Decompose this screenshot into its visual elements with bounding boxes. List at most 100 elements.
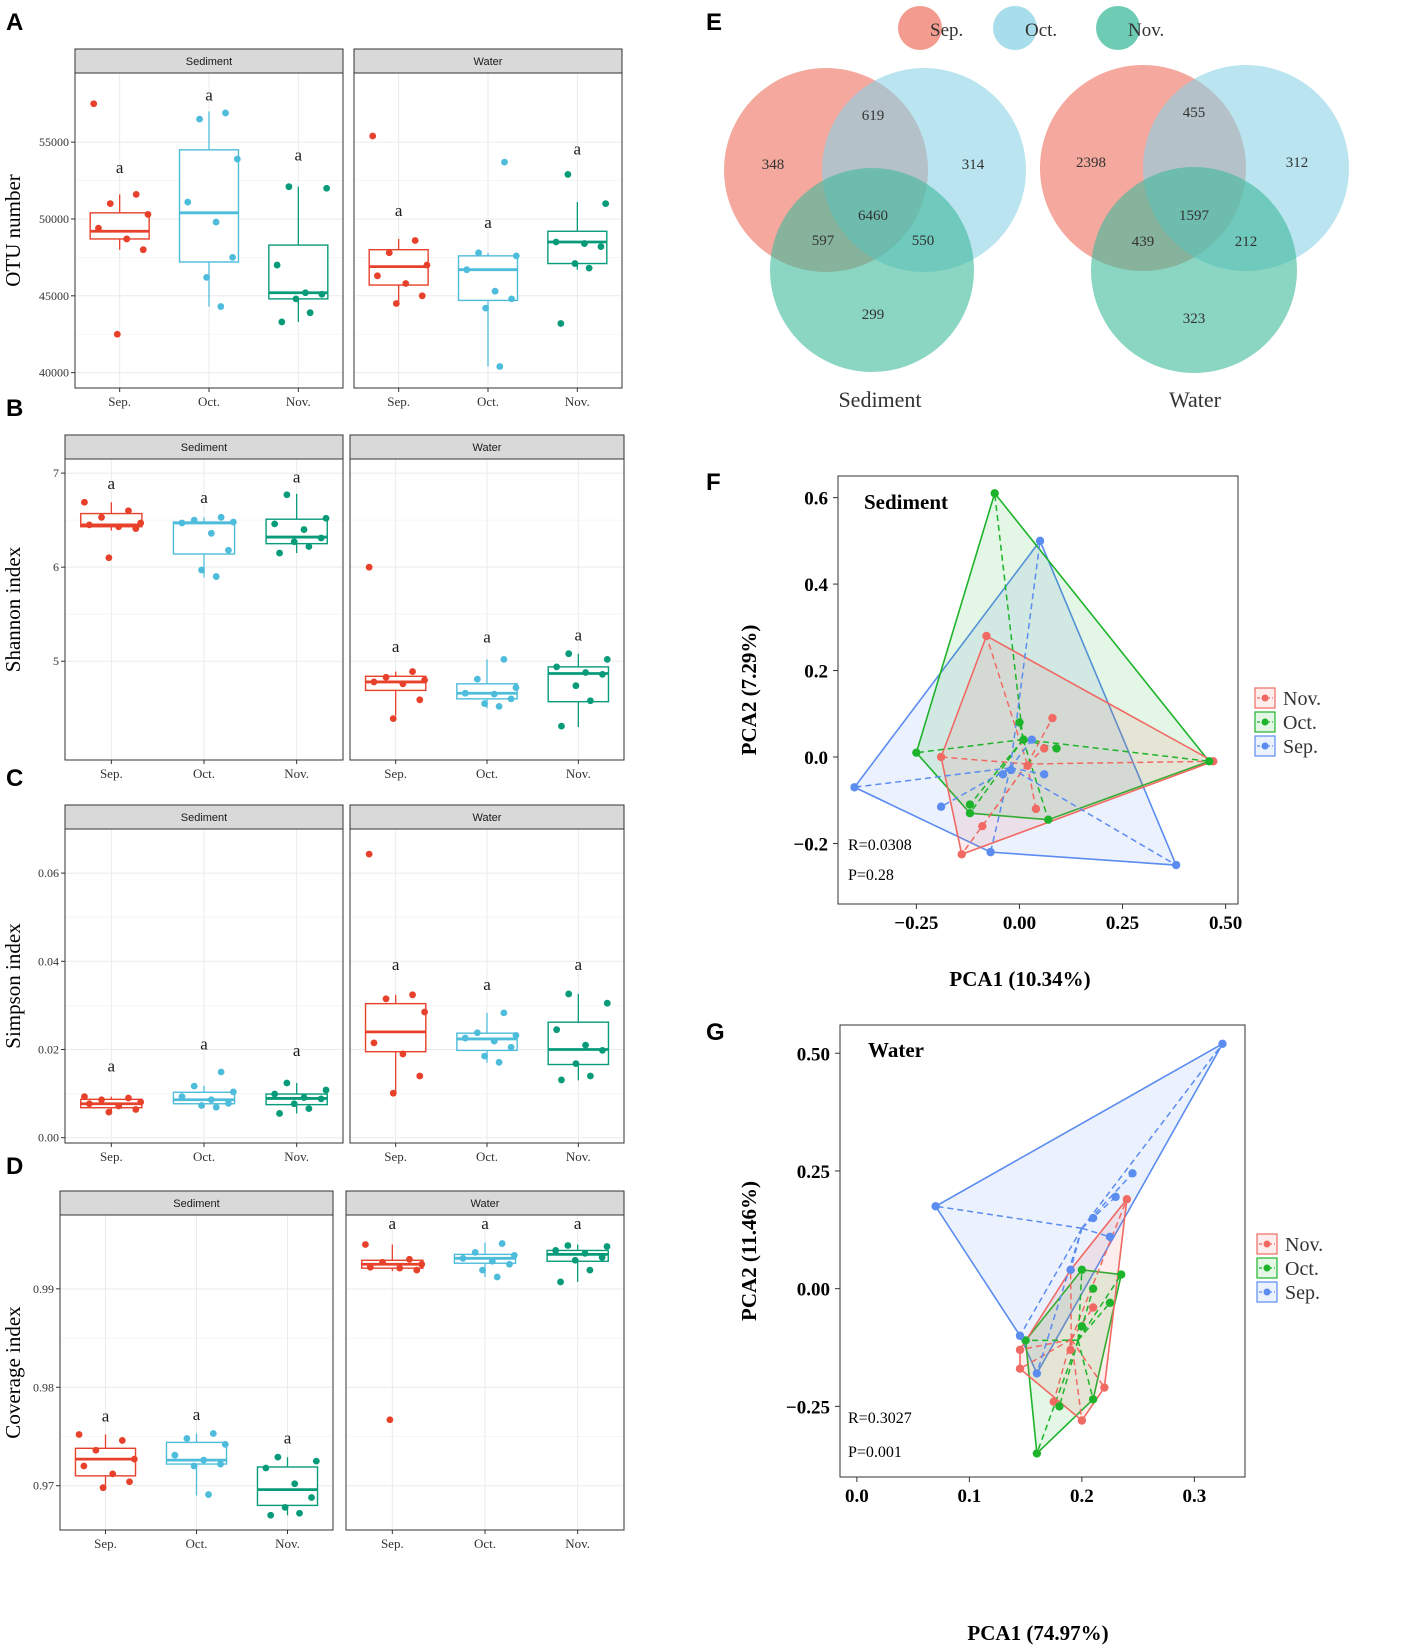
facet-frame [349, 828, 625, 1144]
data-point [473, 1029, 481, 1037]
data-point [582, 669, 589, 676]
data-point [178, 1093, 186, 1101]
facet-strip-label: Sediment [173, 1198, 219, 1210]
centroid-spoke [940, 767, 1011, 808]
data-point [365, 850, 373, 858]
data-point [586, 1072, 594, 1080]
data-point [565, 990, 573, 998]
data-point [105, 554, 113, 562]
venn-count-all: 6460 [858, 208, 888, 224]
data-point [512, 1031, 520, 1039]
y-tick-label: 7 [53, 466, 59, 480]
facet-strip [353, 48, 623, 74]
data-point [115, 523, 123, 531]
data-point [473, 675, 481, 683]
pca-point [936, 802, 946, 811]
data-point [207, 529, 215, 537]
pca-point [1039, 744, 1049, 753]
x-tick-label: Sep. [381, 1536, 404, 1551]
legend-key-point [1263, 1288, 1271, 1296]
pca-point [1100, 1383, 1109, 1392]
y-tick-label: 40000 [39, 366, 69, 380]
x-tick-label: Sep. [387, 394, 410, 409]
centroid-spoke [1077, 1274, 1122, 1341]
data-point [370, 1039, 378, 1047]
significance-letter: a [483, 627, 491, 646]
y-axis-label: OTU number [1, 174, 25, 287]
y-tick-label: 0.00 [797, 1280, 830, 1301]
data-point [506, 1260, 513, 1268]
data-point [281, 1503, 289, 1511]
data-point [305, 543, 313, 550]
data-point [85, 1100, 93, 1108]
y-axis-label: Coverage index [1, 1306, 25, 1439]
data-point [212, 573, 220, 580]
data-point [402, 280, 410, 287]
data-point [75, 1431, 83, 1438]
pca-point [1088, 1303, 1098, 1312]
centroid-spoke [1009, 540, 1041, 768]
data-point [493, 1273, 501, 1281]
data-point [271, 520, 279, 528]
pca-point [1111, 1192, 1120, 1202]
x-tick-label: Nov. [566, 766, 591, 781]
data-point [283, 1079, 291, 1087]
legend-key-point [1263, 1264, 1271, 1272]
centroid-spoke [1070, 1198, 1128, 1340]
data-point [471, 1249, 479, 1256]
pca-point [1006, 765, 1016, 775]
facet-frame [64, 828, 344, 1144]
centroid-spoke [1026, 763, 1037, 810]
data-point [599, 1046, 606, 1054]
x-tick-label: −0.25 [894, 913, 938, 934]
venn-circle-nov [770, 168, 974, 372]
data-point [565, 650, 573, 658]
significance-letter: a [193, 1405, 201, 1424]
data-point [312, 1457, 320, 1465]
x-tick-label: Sep. [108, 394, 131, 409]
data-point [296, 1509, 303, 1517]
pca-point [1117, 1270, 1126, 1279]
venn-count-nov-only: 299 [862, 307, 885, 323]
facet-strip [64, 804, 344, 830]
data-point [366, 1263, 374, 1271]
data-point [481, 700, 488, 707]
data-point [495, 1058, 503, 1066]
significance-letter: a [395, 201, 403, 220]
centroid-spoke [1069, 1269, 1072, 1340]
pca-point [1031, 804, 1041, 814]
legend-label: Nov. [1128, 20, 1164, 41]
panel-label: G [706, 1019, 725, 1046]
pca-point [1015, 1345, 1025, 1355]
legend-key-point [1261, 742, 1269, 750]
data-point [490, 1037, 498, 1045]
pca-point [1027, 735, 1037, 744]
x-tick-label: Sep. [384, 766, 407, 781]
centroid-spoke [993, 493, 1024, 740]
hull-oct [915, 491, 1211, 821]
centroid-spoke [1070, 1307, 1094, 1340]
pca-point [850, 783, 859, 792]
significance-letter: a [205, 86, 213, 105]
box-iqr [456, 683, 518, 700]
x-tick-label: Nov. [286, 394, 311, 409]
data-point [80, 1462, 88, 1470]
y-tick-label: 0.50 [797, 1044, 830, 1065]
data-point [581, 240, 588, 247]
data-point [323, 184, 331, 192]
x-tick-label: Nov. [566, 1149, 591, 1164]
data-point [318, 290, 326, 298]
data-point [553, 1026, 561, 1034]
x-axis-label: PCA1 (74.97%) [967, 1621, 1108, 1645]
data-point [221, 1440, 229, 1448]
pca-point [998, 770, 1008, 779]
centroid-spoke [1036, 1339, 1079, 1454]
data-point [139, 246, 147, 254]
significance-letter: a [481, 1214, 489, 1233]
data-point [602, 200, 610, 208]
significance-letter: a [293, 1041, 301, 1060]
data-point [217, 303, 225, 310]
pca-point [1066, 1265, 1075, 1275]
y-tick-label: 5 [53, 654, 59, 668]
